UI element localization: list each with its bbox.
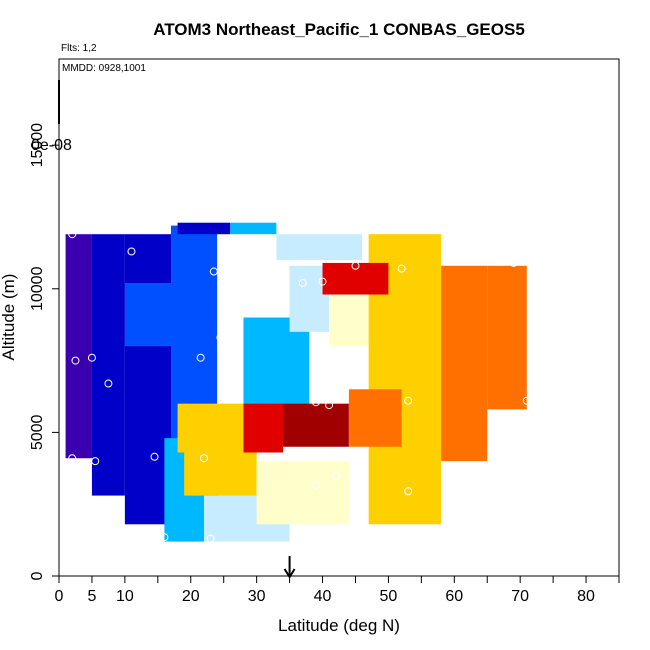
observation-point-16 <box>325 401 334 410</box>
chart-title: ATOM3 Northeast_Pacific_1 CONBAS_GEOS5 <box>153 20 525 39</box>
observation-point-5 <box>196 353 205 362</box>
observation-point-18 <box>522 396 531 405</box>
y-tick-label-2: 10000 <box>29 266 46 311</box>
observation-point-14 <box>509 258 518 267</box>
observation-point-4 <box>216 333 225 342</box>
observation-point-8 <box>104 379 113 388</box>
heatmap-region-14 <box>441 265 488 462</box>
observation-point-0 <box>68 230 77 239</box>
x-tick-label-5: 40 <box>314 588 332 605</box>
x-tick-label-9: 80 <box>577 588 595 605</box>
y-axis-label: Altitude (m) <box>0 274 18 361</box>
dates-note: MMDD: 0928,1001 <box>62 63 146 74</box>
heatmap-region-2 <box>124 234 171 525</box>
observation-point-3 <box>209 267 218 276</box>
heatmap-region-7 <box>276 234 363 261</box>
x-tick-label-7: 60 <box>445 588 463 605</box>
heatmap-region-20 <box>283 403 349 447</box>
x-tick-label-1: 5 <box>87 588 96 605</box>
heatmap-region-18 <box>177 403 244 453</box>
x-tick-label-2: 10 <box>116 588 134 605</box>
heatmap-region-1 <box>91 234 125 496</box>
x-tick-label-6: 50 <box>380 588 398 605</box>
observation-point-7 <box>87 353 96 362</box>
heatmap-region-15 <box>487 265 527 410</box>
observation-point-13 <box>443 253 452 262</box>
observation-point-6 <box>71 356 80 365</box>
observation-point-15 <box>311 398 320 407</box>
heatmap-region-16 <box>184 452 257 496</box>
colorbar-label: 0e-08 <box>31 137 72 154</box>
observation-point-20 <box>91 457 100 466</box>
x-tick-label-3: 20 <box>182 588 200 605</box>
observation-point-19 <box>68 454 77 463</box>
x-tick-label-0: 0 <box>55 588 64 605</box>
observation-point-26 <box>160 533 169 542</box>
x-tick-label-4: 30 <box>248 588 266 605</box>
x-axis-label: Latitude (deg N) <box>278 616 400 635</box>
heatmap-region-21 <box>348 389 402 447</box>
observation-point-27 <box>206 534 215 543</box>
observation-points <box>68 215 531 543</box>
heatmap-region-0 <box>65 234 92 459</box>
observation-point-2 <box>127 247 136 256</box>
heatmap-region-4 <box>124 283 178 347</box>
latitude-arrow-marker <box>283 556 296 579</box>
observation-point-22 <box>199 454 208 463</box>
heatmap-region-19 <box>243 403 283 453</box>
observation-point-11 <box>351 261 360 270</box>
y-axis: 0 5000 10000 15000 <box>29 123 59 580</box>
observation-point-1 <box>124 215 133 224</box>
observation-point-21 <box>150 452 159 461</box>
y-tick-label-3: 15000 <box>29 123 46 168</box>
heatmap-region-22 <box>322 262 389 295</box>
heatmap-regions <box>65 222 527 542</box>
observation-point-17 <box>404 396 413 405</box>
observation-point-24 <box>331 471 340 480</box>
y-tick-label-0: 0 <box>29 571 46 580</box>
x-tick-label-8: 70 <box>511 588 529 605</box>
flights-note: Flts: 1,2 <box>61 43 97 54</box>
observation-point-25 <box>404 487 413 496</box>
heatmap-region-17 <box>256 461 349 525</box>
observation-point-10 <box>318 277 327 286</box>
observation-point-9 <box>298 279 307 288</box>
observation-point-23 <box>311 481 320 490</box>
heatmap-region-5 <box>177 222 231 235</box>
arrow-head <box>283 568 296 579</box>
y-tick-label-1: 5000 <box>29 414 46 450</box>
observation-point-12 <box>397 264 406 273</box>
x-axis: 0 5 10 20 30 40 50 60 70 80 <box>55 575 620 605</box>
heatmap-region-6 <box>230 222 277 235</box>
